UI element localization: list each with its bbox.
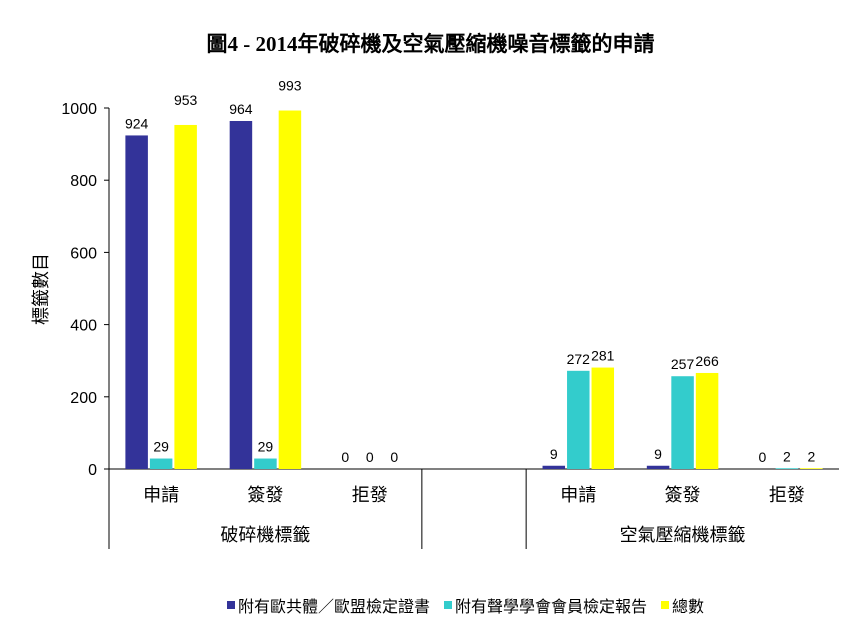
- data-label: 29: [153, 439, 169, 455]
- y-axis-label: 標籤數目: [31, 253, 51, 325]
- category-label: 拒發: [769, 485, 805, 505]
- bar: [800, 468, 823, 469]
- bar: [149, 458, 173, 469]
- chart-title: 圖4 - 2014年破碎機及空氣壓縮機噪音標籤的申請: [206, 32, 655, 56]
- category-label: 申請: [143, 485, 179, 505]
- bar: [229, 120, 253, 469]
- data-label: 964: [229, 101, 253, 117]
- legend-swatch: [226, 601, 235, 609]
- bar: [174, 124, 197, 469]
- y-tick-label: 800: [70, 173, 97, 190]
- y-tick-label: 1000: [61, 101, 97, 118]
- data-label: 9: [550, 446, 558, 462]
- legend-label: 附有歐共體／歐盟檢定證書: [237, 599, 430, 616]
- category-label: 拒發: [352, 485, 388, 505]
- data-label: 272: [567, 351, 591, 367]
- data-label: 0: [758, 449, 766, 465]
- legend-label: 總數: [672, 599, 705, 616]
- category-label: 簽發: [665, 485, 701, 505]
- legend-item: 附有聲學學會會員檢定報告: [443, 593, 647, 617]
- bar: [646, 465, 670, 469]
- data-label: 2: [807, 448, 815, 464]
- category-label: 簽發: [247, 485, 283, 505]
- bar: [695, 372, 719, 469]
- bar: [254, 458, 277, 469]
- bar: [125, 135, 148, 469]
- legend: 附有歐共體／歐盟檢定證書 附有聲學學會會員檢定報告 總數: [0, 593, 861, 617]
- legend-label: 附有聲學學會會員檢定報告: [454, 599, 647, 616]
- legend-item: 附有歐共體／歐盟檢定證書: [226, 593, 430, 617]
- bar: [278, 110, 302, 469]
- legend-swatch: [661, 601, 669, 609]
- data-label: 0: [390, 449, 398, 465]
- legend-item: 總數: [661, 593, 704, 617]
- data-label: 266: [695, 353, 719, 369]
- data-label: 924: [125, 115, 149, 131]
- bar: [671, 376, 694, 469]
- y-tick-label: 400: [70, 318, 97, 335]
- y-tick-label: 0: [88, 462, 97, 479]
- data-label: 281: [591, 348, 615, 364]
- data-label: 9: [654, 446, 662, 462]
- y-tick-label: 200: [70, 390, 97, 407]
- data-label: 953: [174, 92, 198, 108]
- group-label: 空氣壓縮機標籤: [620, 525, 746, 545]
- data-label: 2: [783, 448, 791, 464]
- data-label: 257: [671, 356, 695, 372]
- group-label: 破碎機標籤: [220, 525, 310, 545]
- data-label: 0: [366, 449, 374, 465]
- bar: [542, 465, 566, 469]
- bar: [567, 370, 590, 469]
- data-label: 993: [278, 78, 302, 94]
- legend-swatch: [443, 601, 452, 609]
- bar: [591, 367, 615, 469]
- data-label: 29: [258, 439, 274, 455]
- bar: [775, 468, 799, 469]
- y-tick-label: 600: [70, 245, 97, 262]
- category-label: 申請: [560, 485, 596, 505]
- data-label: 0: [341, 449, 349, 465]
